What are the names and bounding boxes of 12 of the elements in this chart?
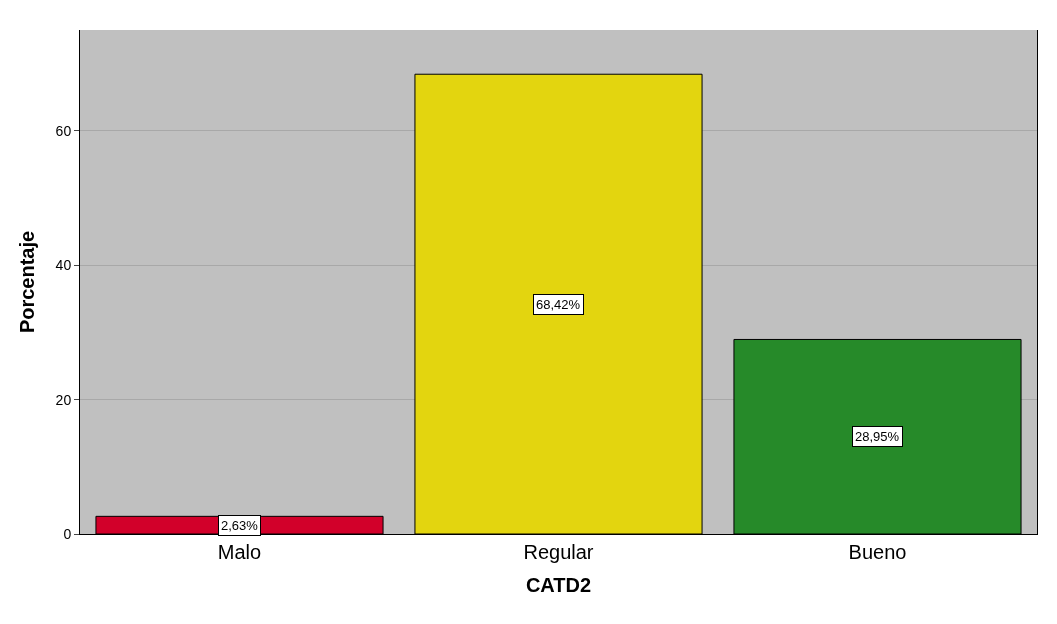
y-tick-label: 0 bbox=[63, 525, 72, 542]
y-tick-label: 20 bbox=[55, 391, 72, 408]
x-tick-label: Malo bbox=[217, 541, 262, 563]
data-label: 2,63% bbox=[221, 518, 259, 533]
data-label: 68,42% bbox=[536, 297, 581, 312]
x-axis-title: CATD2 bbox=[525, 573, 592, 596]
y-tick-label: 40 bbox=[55, 257, 72, 274]
x-tick-label: Bueno bbox=[848, 541, 907, 563]
y-axis-title: Porcentaje bbox=[16, 230, 39, 334]
data-label: 28,95% bbox=[855, 429, 900, 444]
x-tick-label: Regular bbox=[523, 541, 594, 563]
y-tick-label: 60 bbox=[55, 122, 72, 139]
